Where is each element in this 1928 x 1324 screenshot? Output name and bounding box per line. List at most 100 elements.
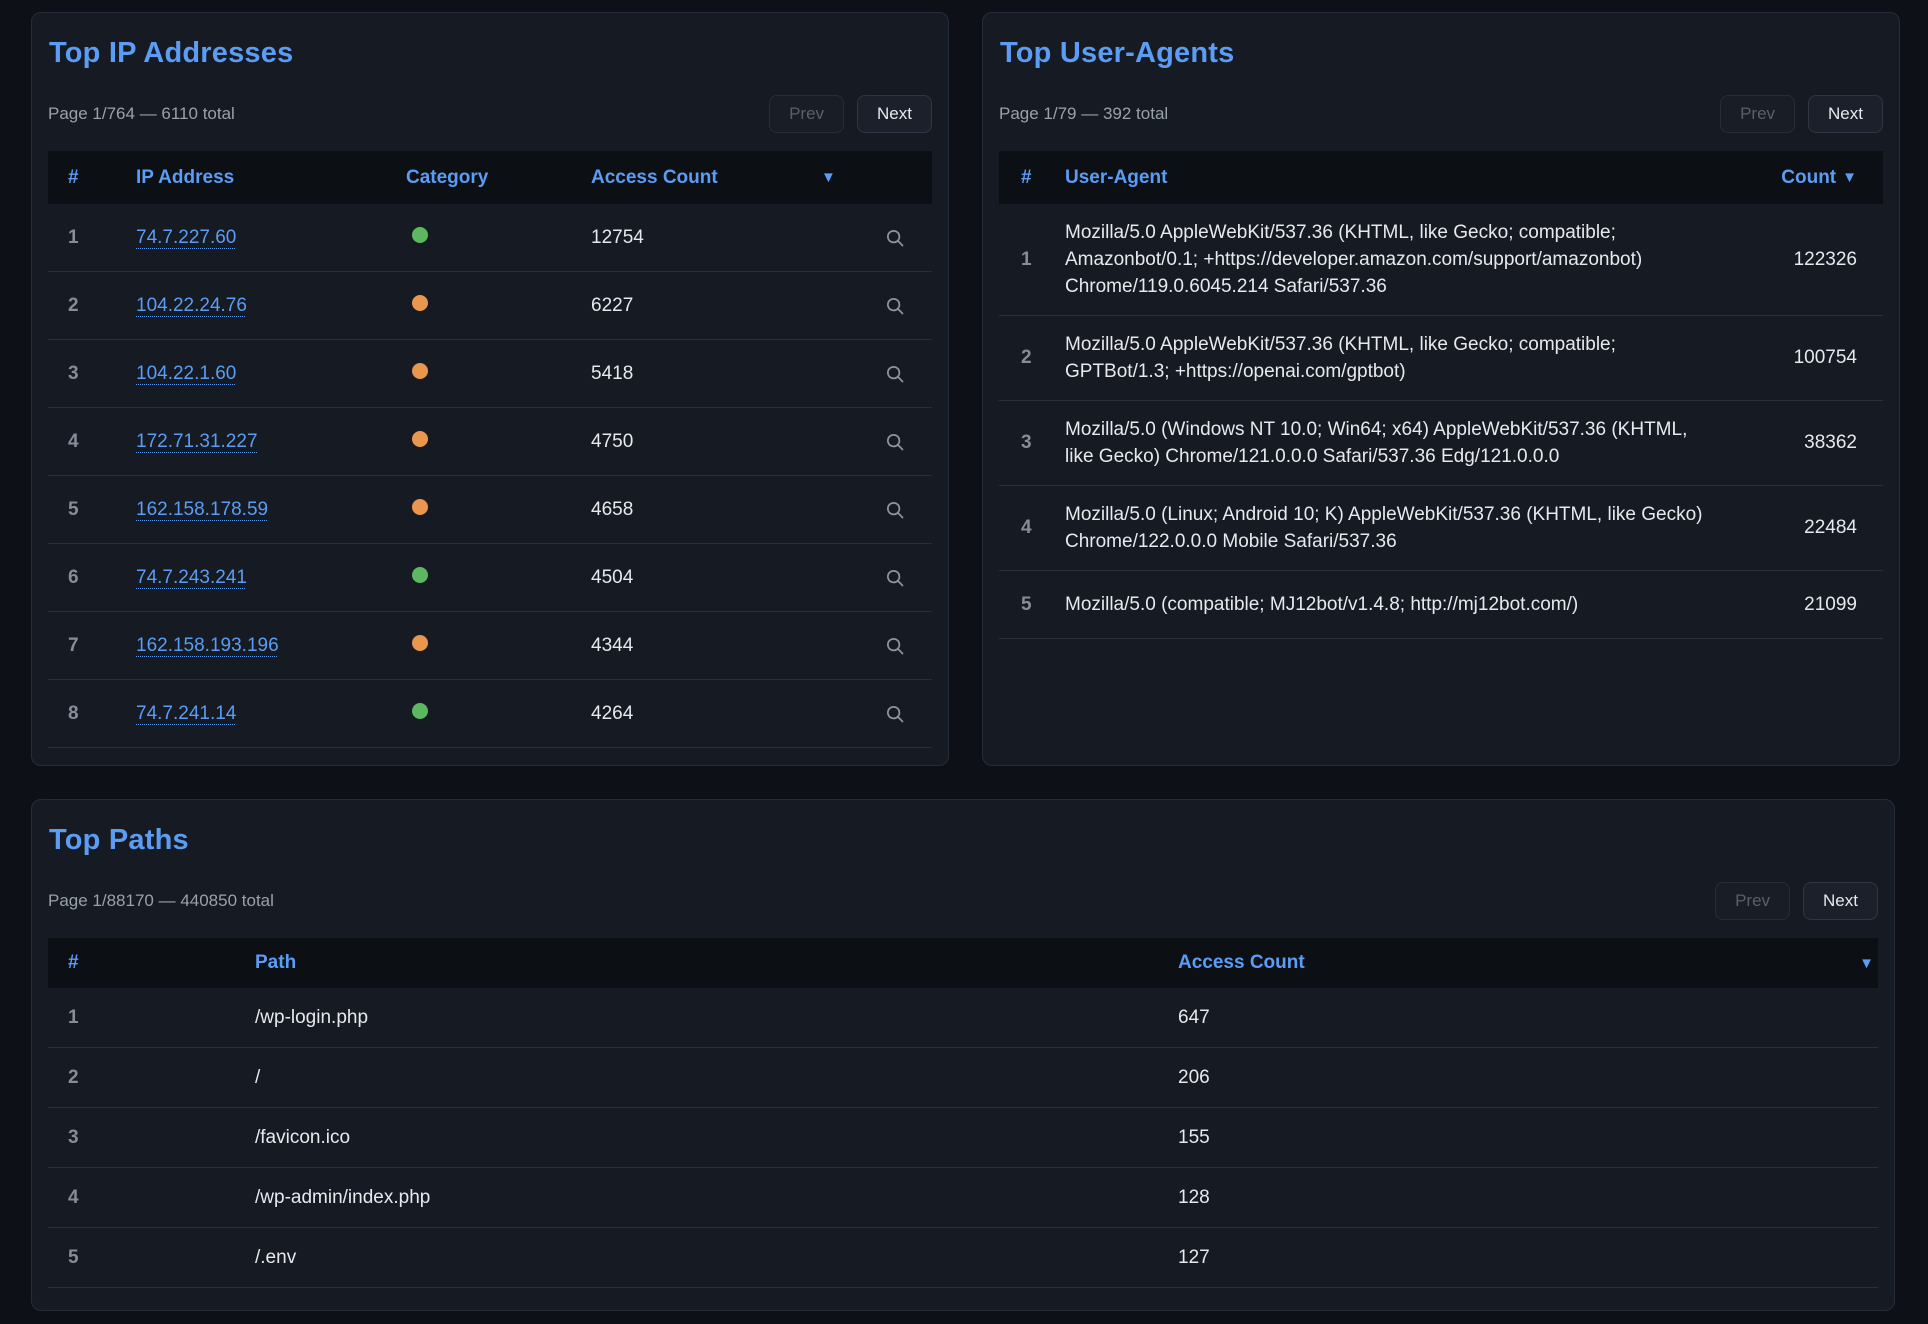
ip-table: # IP Address Category Access Count ▼ 1 7… [48,151,932,748]
search-icon [886,433,904,450]
rank-cell: 3 [68,362,79,384]
search-button[interactable] [884,431,906,453]
table-row: 5 /.env 127 [48,1228,1878,1288]
category-dot [412,566,428,583]
category-dot [412,362,428,379]
search-button[interactable] [884,499,906,521]
ip-link[interactable]: 172.71.31.227 [136,430,258,452]
table-row: 7 162.158.193.196 4344 [48,612,932,680]
user-agent-header[interactable]: User-Agent [1065,166,1168,188]
path-header[interactable]: Path [255,952,297,973]
ip-link[interactable]: 74.7.243.241 [136,566,247,588]
next-button[interactable]: Next [857,95,932,133]
ua-panel: Top User-Agents Page 1/79 — 392 total Pr… [982,12,1900,766]
page-title: Top Paths [49,824,189,856]
prev-button[interactable]: Prev [1715,882,1791,920]
sort-indicator-icon: ▼ [1842,169,1857,186]
count-cell: 22484 [1804,517,1857,538]
search-icon [886,569,904,586]
rank-cell: 5 [1021,593,1032,615]
sort-indicator-icon[interactable]: ▼ [821,169,836,186]
search-button[interactable] [884,567,906,589]
count-cell: 206 [1178,1066,1210,1088]
search-button[interactable] [884,635,906,657]
table-row: 6 74.7.243.241 4504 [48,544,932,612]
sort-indicator-icon[interactable]: ▼ [1859,954,1874,972]
count-cell: 4344 [591,634,634,656]
ip-address-header[interactable]: IP Address [136,166,235,188]
rank-cell: 2 [68,1066,79,1088]
search-icon [886,297,904,314]
ip-link[interactable]: 162.158.178.59 [136,498,269,520]
rank-cell: 2 [68,294,79,316]
access-count-header[interactable]: Access Count [1178,952,1305,973]
path-cell: /wp-login.php [255,1006,369,1028]
search-icon [886,501,904,518]
path-cell: /favicon.ico [255,1126,351,1148]
page-info: Page 1/88170 — 440850 total [48,891,274,910]
rank-cell: 6 [68,566,79,588]
rank-cell: 5 [68,1246,79,1268]
rank-cell: 1 [1021,248,1032,270]
category-dot [412,294,428,311]
prev-button[interactable]: Prev [1720,95,1796,133]
page-info: Page 1/79 — 392 total [999,104,1169,123]
table-row: 4 /wp-admin/index.php 128 [48,1168,1878,1228]
count-cell: 6227 [591,294,634,316]
rank-cell: 3 [1021,432,1032,453]
user-agent-cell: Mozilla/5.0 (Windows NT 10.0; Win64; x64… [1065,419,1688,467]
rank-cell: 8 [68,702,79,724]
count-cell: 155 [1178,1126,1210,1148]
table-row: 5 162.158.178.59 4658 [48,476,932,544]
rank-cell: 3 [68,1126,79,1148]
path-cell: /wp-admin/index.php [255,1186,431,1208]
search-button[interactable] [884,703,906,725]
rank-cell: 7 [68,634,79,656]
table-row: 1 Mozilla/5.0 AppleWebKit/537.36 (KHTML,… [999,204,1883,316]
count-cell: 100754 [1793,347,1857,368]
ip-link[interactable]: 162.158.193.196 [136,634,279,656]
count-cell: 38362 [1804,432,1857,453]
rank-cell: 1 [68,1006,79,1028]
next-button[interactable]: Next [1803,882,1878,920]
rank-header: # [68,952,79,973]
top-row: Top IP Addresses Page 1/764 — 6110 total… [31,12,1900,766]
next-button[interactable]: Next [1808,95,1883,133]
search-button[interactable] [884,227,906,249]
category-dot [412,634,428,651]
paths-table-header: # Path Access Count ▼ [48,938,1878,988]
table-row: 2 Mozilla/5.0 AppleWebKit/537.36 (KHTML,… [999,316,1883,401]
rank-header: # [68,166,79,188]
search-button[interactable] [884,363,906,385]
pager: Prev Next [1715,882,1878,920]
count-cell: 4504 [591,566,634,588]
pager: Prev Next [1720,95,1883,133]
page-title: Top IP Addresses [49,37,294,69]
ip-link[interactable]: 74.7.241.14 [136,702,237,724]
prev-button[interactable]: Prev [769,95,845,133]
count-header[interactable]: Count ▼ [1781,166,1857,188]
ip-link[interactable]: 104.22.24.76 [136,294,247,316]
table-row: 3 Mozilla/5.0 (Windows NT 10.0; Win64; x… [999,401,1883,486]
ua-meta-row: Page 1/79 — 392 total Prev Next [999,94,1883,134]
path-cell: /.env [255,1246,297,1268]
category-header[interactable]: Category [406,166,489,188]
rank-cell: 5 [68,498,79,520]
user-agent-cell: Mozilla/5.0 (Linux; Android 10; K) Apple… [1065,504,1703,552]
ip-link[interactable]: 104.22.1.60 [136,362,237,384]
table-row: 3 104.22.1.60 5418 [48,340,932,408]
table-row: 5 Mozilla/5.0 (compatible; MJ12bot/v1.4.… [999,571,1883,639]
paths-meta-row: Page 1/88170 — 440850 total Prev Next [48,881,1878,921]
table-row: 1 74.7.227.60 12754 [48,204,932,272]
empty-row [48,1288,1878,1302]
count-cell: 5418 [591,362,634,384]
user-agent-cell: Mozilla/5.0 AppleWebKit/537.36 (KHTML, l… [1065,222,1643,297]
access-count-header[interactable]: Access Count [591,166,718,188]
ip-link[interactable]: 74.7.227.60 [136,226,237,248]
category-dot [412,702,428,719]
search-button[interactable] [884,295,906,317]
ip-meta-row: Page 1/764 — 6110 total Prev Next [48,94,932,134]
count-cell: 4658 [591,498,634,520]
path-cell: / [255,1066,261,1088]
category-dot [412,226,428,243]
